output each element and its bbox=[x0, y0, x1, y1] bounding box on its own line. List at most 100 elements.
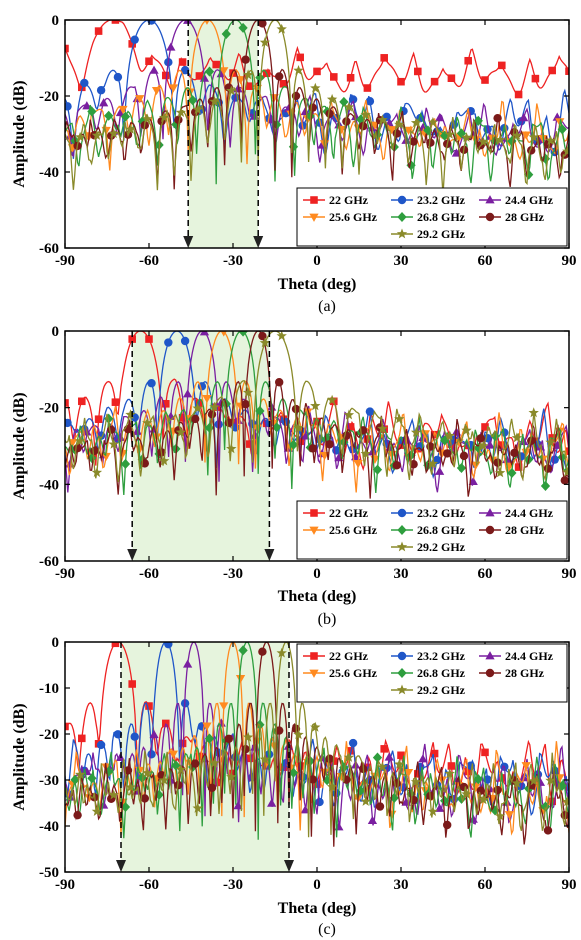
data-point bbox=[507, 467, 517, 479]
data-point bbox=[461, 132, 472, 142]
y-tick-label: -50 bbox=[39, 865, 59, 881]
legend-label: 22 GHz bbox=[329, 193, 369, 207]
legend-label: 22 GHz bbox=[329, 649, 369, 663]
legend-marker bbox=[396, 684, 408, 695]
legend-marker bbox=[396, 541, 408, 552]
data-point bbox=[394, 758, 405, 769]
data-point bbox=[178, 58, 187, 66]
data-point bbox=[494, 467, 506, 478]
data-point bbox=[142, 417, 153, 428]
data-point bbox=[180, 336, 190, 346]
data-point bbox=[498, 441, 506, 449]
legend-label: 24.4 GHz bbox=[505, 193, 554, 207]
data-point bbox=[397, 751, 405, 760]
legend-box bbox=[296, 643, 568, 703]
y-axis-label: Amplitude (dB) bbox=[11, 703, 28, 810]
data-point bbox=[241, 55, 250, 64]
data-point bbox=[212, 60, 220, 69]
x-tick-label: -60 bbox=[139, 877, 159, 893]
data-point bbox=[209, 401, 220, 412]
boundary-arrow bbox=[116, 860, 126, 872]
data-point bbox=[414, 67, 422, 76]
series-line-26p8-GHz bbox=[65, 20, 569, 185]
data-point bbox=[241, 400, 250, 409]
data-point bbox=[87, 773, 97, 784]
data-point bbox=[360, 109, 371, 120]
data-point bbox=[195, 72, 204, 80]
data-point bbox=[258, 20, 267, 28]
data-point bbox=[96, 740, 106, 750]
data-point bbox=[242, 69, 254, 80]
data-point bbox=[99, 98, 109, 107]
legend-marker bbox=[397, 667, 407, 679]
data-point bbox=[235, 675, 246, 684]
data-point bbox=[275, 726, 284, 735]
data-point bbox=[447, 74, 456, 82]
data-point bbox=[310, 82, 321, 93]
data-point bbox=[242, 731, 254, 742]
data-point bbox=[377, 761, 388, 772]
data-point bbox=[565, 447, 569, 455]
data-point bbox=[174, 115, 183, 124]
data-point bbox=[485, 440, 495, 449]
series-line-23p2-GHz bbox=[65, 20, 569, 159]
boundary-arrow bbox=[183, 236, 194, 248]
data-point bbox=[427, 806, 439, 816]
data-point bbox=[476, 434, 485, 443]
data-point bbox=[414, 770, 422, 778]
data-point bbox=[342, 117, 351, 126]
data-point bbox=[158, 455, 170, 466]
data-point bbox=[409, 137, 418, 146]
data-point bbox=[199, 331, 210, 336]
legend-marker bbox=[396, 228, 408, 239]
data-point bbox=[330, 73, 338, 81]
data-point bbox=[528, 131, 539, 142]
data-point bbox=[74, 435, 86, 446]
data-point bbox=[238, 22, 248, 33]
data-point bbox=[246, 82, 254, 90]
boundary-arrow bbox=[127, 549, 138, 561]
data-point bbox=[490, 431, 500, 442]
data-point bbox=[565, 67, 569, 75]
panel-label: (c) bbox=[318, 921, 336, 938]
data-point bbox=[221, 28, 231, 39]
legend-label: 29.2 GHz bbox=[417, 227, 466, 241]
boundary-arrow bbox=[284, 860, 294, 872]
y-tick-label: -40 bbox=[39, 477, 59, 493]
y-tick-label: -60 bbox=[39, 241, 59, 257]
data-point bbox=[207, 783, 217, 793]
data-point bbox=[478, 136, 489, 147]
data-point bbox=[272, 422, 282, 433]
data-point bbox=[473, 442, 483, 454]
data-point bbox=[78, 734, 86, 743]
data-point bbox=[326, 781, 338, 792]
data-point bbox=[339, 96, 349, 107]
data-point bbox=[125, 781, 136, 792]
data-point bbox=[394, 413, 405, 424]
data-point bbox=[300, 106, 310, 116]
data-point bbox=[101, 452, 111, 462]
data-point bbox=[493, 785, 502, 795]
data-point bbox=[531, 74, 540, 83]
data-point bbox=[108, 438, 119, 449]
data-point bbox=[145, 57, 153, 66]
data-point bbox=[191, 414, 200, 424]
data-point bbox=[209, 96, 220, 106]
data-point bbox=[149, 65, 159, 74]
x-tick-label: 60 bbox=[478, 566, 493, 582]
legend-label: 26.8 GHz bbox=[417, 210, 466, 224]
x-tick-label: 90 bbox=[562, 877, 577, 893]
data-point bbox=[108, 789, 119, 800]
data-point bbox=[430, 77, 439, 86]
data-point bbox=[365, 407, 375, 416]
data-point bbox=[82, 101, 92, 110]
x-axis-label: Theta (deg) bbox=[278, 900, 357, 917]
data-point bbox=[238, 331, 248, 337]
x-axis-label: Theta (deg) bbox=[278, 588, 357, 605]
data-point bbox=[158, 774, 170, 785]
data-point bbox=[481, 76, 489, 84]
data-point bbox=[343, 752, 355, 762]
legend-marker bbox=[485, 508, 495, 517]
legend-marker bbox=[309, 213, 319, 222]
data-point bbox=[409, 795, 418, 805]
